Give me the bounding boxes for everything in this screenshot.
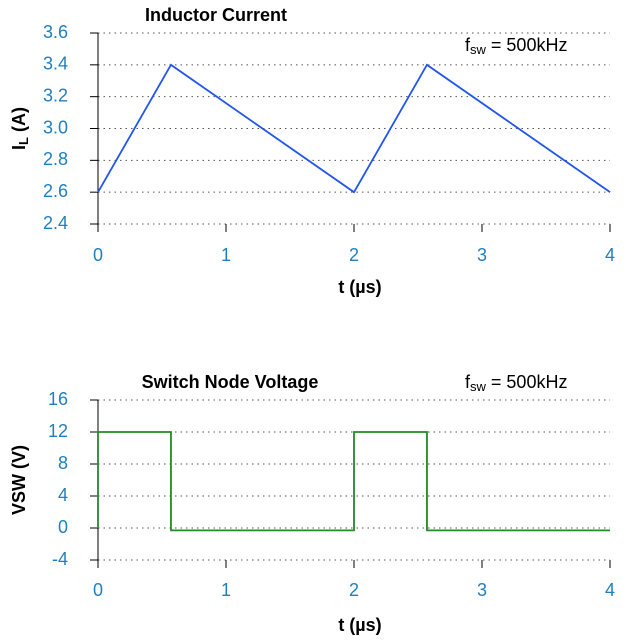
x-tick-label: 4 bbox=[605, 580, 615, 600]
label-base: f bbox=[465, 372, 471, 392]
label-sub: sw bbox=[470, 42, 487, 57]
y-tick-label: 16 bbox=[48, 389, 68, 409]
data-line bbox=[97, 431, 610, 532]
label-rest: (A) bbox=[9, 107, 29, 137]
x-tick-label: 4 bbox=[605, 245, 615, 265]
label-rest: = 500kHz bbox=[486, 372, 568, 392]
y-tick-label: 2.6 bbox=[43, 181, 68, 201]
y-tick-label: 2.4 bbox=[43, 213, 68, 233]
label-sub: sw bbox=[470, 379, 487, 394]
x-tick-label: 1 bbox=[221, 245, 231, 265]
label-rest: = 500kHz bbox=[486, 35, 568, 55]
y-axis-label: IL (A) bbox=[9, 107, 32, 150]
y-tick-label: 3.0 bbox=[43, 117, 68, 137]
label-base: I bbox=[9, 145, 29, 150]
x-tick-label: 3 bbox=[477, 580, 487, 600]
y-tick-label: 8 bbox=[58, 453, 68, 473]
annotation: fsw = 500kHz bbox=[465, 35, 567, 58]
y-tick-label: -4 bbox=[52, 549, 68, 569]
label-sub: L bbox=[16, 137, 31, 145]
x-tick-label: 0 bbox=[93, 580, 103, 600]
x-tick-label: 3 bbox=[477, 245, 487, 265]
x-axis-label: t (µs) bbox=[338, 277, 381, 297]
annotation: fsw = 500kHz bbox=[465, 372, 567, 395]
data-line bbox=[97, 63, 611, 194]
y-tick-label: 3.6 bbox=[43, 22, 68, 42]
label-base: f bbox=[465, 35, 471, 55]
chart-title: Switch Node Voltage bbox=[142, 372, 319, 392]
y-tick-label: 0 bbox=[58, 517, 68, 537]
y-tick-label: 3.2 bbox=[43, 85, 68, 105]
chart-title: Inductor Current bbox=[145, 5, 287, 25]
y-tick-label: 4 bbox=[58, 485, 68, 505]
y-tick-label: 2.8 bbox=[43, 149, 68, 169]
x-axis-label: t (µs) bbox=[338, 615, 381, 635]
y-tick-label: 12 bbox=[48, 421, 68, 441]
x-tick-label: 1 bbox=[221, 580, 231, 600]
x-tick-label: 0 bbox=[93, 245, 103, 265]
label-base: VSW (V) bbox=[9, 445, 29, 515]
y-axis-label: VSW (V) bbox=[9, 445, 29, 515]
y-tick-label: 3.4 bbox=[43, 54, 68, 74]
x-tick-label: 2 bbox=[349, 245, 359, 265]
x-tick-label: 2 bbox=[349, 580, 359, 600]
